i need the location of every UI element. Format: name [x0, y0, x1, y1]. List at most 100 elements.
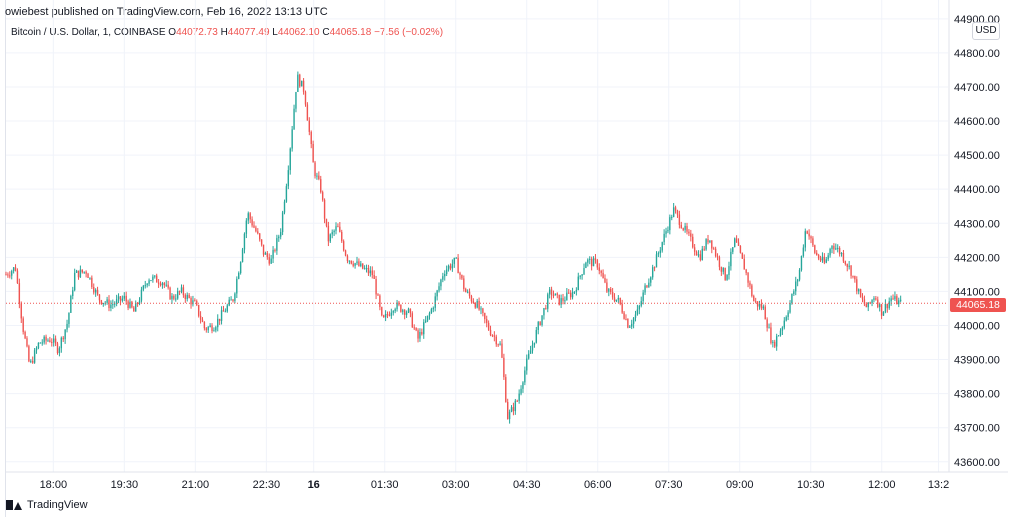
y-tick-label: 44100.00 [954, 286, 1000, 298]
candle-body [829, 249, 831, 256]
candle-body [186, 294, 188, 299]
candle-body [760, 303, 763, 309]
candle-body [156, 275, 158, 283]
candle-body [756, 301, 759, 307]
candle-body [276, 238, 278, 251]
candle-body [844, 261, 847, 265]
candle-body [486, 319, 488, 323]
candle-body [87, 273, 89, 279]
candle-body [66, 323, 68, 330]
candle-body [648, 282, 650, 288]
candle-body [461, 274, 463, 279]
candle-body [363, 268, 366, 270]
candle-body [734, 238, 736, 248]
candle-body [28, 346, 30, 362]
candle-body [281, 212, 284, 233]
candle-body [453, 257, 455, 264]
candle-body [304, 91, 307, 105]
candle-body [7, 274, 9, 276]
x-tick-label: 22:30 [253, 479, 281, 491]
candle-body [663, 233, 665, 243]
candle-body [821, 256, 824, 261]
close-label: C [322, 27, 330, 38]
candle-body [197, 304, 200, 316]
candle-body [180, 287, 183, 292]
candle-body [571, 292, 574, 298]
candle-body [880, 304, 883, 316]
candle-body [52, 338, 55, 343]
candle-body [779, 330, 782, 336]
candle-body [329, 234, 331, 242]
candle-body [730, 251, 732, 267]
candle-body [274, 249, 276, 251]
candle-body [51, 341, 53, 343]
candle-body [775, 336, 778, 347]
y-tick-label: 44200.00 [954, 252, 1000, 264]
candle-body [37, 342, 40, 349]
candle-body [201, 319, 204, 322]
candle-body [297, 74, 299, 92]
x-tick-label: 04:30 [513, 479, 541, 491]
candle-body [138, 300, 141, 304]
candle-body [848, 265, 850, 267]
candle-body [726, 274, 728, 280]
candle-body [262, 244, 265, 255]
candle-body [762, 306, 765, 309]
candle-body [384, 314, 387, 318]
candle-body [653, 267, 656, 269]
candle-body [634, 314, 637, 318]
currency-button[interactable]: USD [972, 22, 1000, 40]
candle-body [890, 298, 892, 302]
candle-body [510, 407, 513, 412]
candle-body [260, 239, 263, 245]
candle-body [392, 311, 394, 313]
candle-body [207, 327, 209, 331]
candle-body [325, 218, 328, 226]
candle-body [318, 175, 320, 180]
candle-body [791, 294, 793, 304]
candle-body [808, 233, 810, 237]
x-tick-label: 07:30 [655, 479, 683, 491]
candle-body [629, 326, 631, 328]
candle-body [169, 287, 171, 300]
candle-body [222, 310, 225, 312]
candle-body [768, 327, 770, 329]
candle-body [123, 295, 125, 299]
candle-body [819, 258, 822, 261]
candle-body [398, 302, 400, 305]
high-value: 44077.49 [227, 27, 270, 38]
candle-body [58, 348, 61, 354]
candle-body [579, 275, 581, 277]
low-value: 44062.10 [277, 27, 320, 38]
candle-body [468, 291, 471, 297]
candle-body [287, 170, 290, 187]
candle-body [163, 283, 166, 286]
candle-body [270, 258, 272, 264]
candle-body [342, 241, 345, 251]
candle-body [62, 337, 64, 340]
candle-body [232, 299, 234, 301]
candle-body [526, 358, 528, 371]
candle-body [898, 300, 900, 305]
x-tick-label: 10:30 [797, 479, 825, 491]
candle-body [373, 275, 375, 279]
candle-body [165, 284, 167, 286]
candle-body [94, 289, 97, 293]
candle-body [499, 343, 501, 345]
candle-body [43, 336, 45, 343]
candle-body [93, 287, 95, 293]
candle-body [217, 318, 219, 328]
candle-body [335, 226, 337, 231]
candle-body [455, 257, 457, 259]
candle-body [682, 228, 684, 230]
candle-body [718, 257, 721, 267]
candle-body [159, 283, 162, 286]
footer-brand[interactable]: TradingView [27, 499, 88, 511]
candle-body [278, 236, 280, 239]
candle-body [798, 269, 801, 280]
candle-body [594, 258, 597, 261]
x-tick-label: 18:00 [40, 479, 68, 491]
candle-body [667, 230, 669, 232]
candle-body [434, 296, 436, 308]
